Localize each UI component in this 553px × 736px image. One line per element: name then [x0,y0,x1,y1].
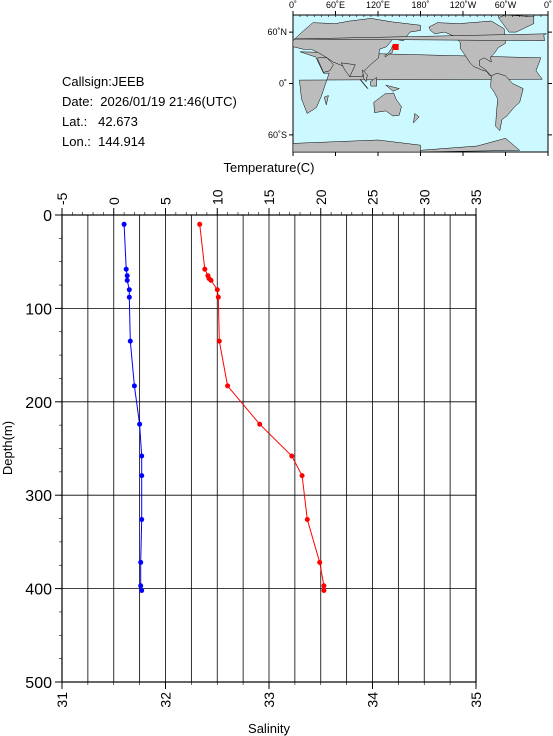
landmass-9 [373,92,402,117]
landmass-17 [323,95,329,105]
map-lat-label: 0˚ [279,79,287,89]
landmass-16 [294,33,547,41]
latitude-text: Lat.: 42.673 [62,114,138,129]
map-tick-labels: 0˚ 60˚E 120˚E 180˚ 120˚W 60˚W 0˚ 60˚N 0˚ 60˚S [267,0,552,140]
map-lon-label: 60˚E [326,0,345,10]
landmass-15 [420,138,521,153]
landmass-2 [317,57,334,73]
map-lat-label: 60˚S [268,130,287,140]
landmass-1 [292,18,421,77]
station-marker-dot [392,43,399,50]
map-landmasses [292,14,547,153]
landmass-6 [369,77,377,87]
landmass-7 [385,84,401,92]
map-lat-label: 60˚N [267,27,287,37]
map-lon-label: 60˚W [495,0,517,10]
map-lon-label: 0˚ [289,0,297,10]
landmass-13 [490,72,524,132]
landmass-5 [360,78,369,89]
landmass-4 [362,69,368,83]
callsign-text: Callsign:JEEB [62,74,145,89]
landmass-3 [340,62,356,78]
date-text: Date: 2026/01/19 21:46(UTC) [62,94,237,109]
landmass-10 [413,113,420,124]
map-lon-label: 120˚E [366,0,390,10]
map-lon-label: 120˚W [450,0,477,10]
map-lon-label: 0˚ [544,0,552,10]
map-lon-label: 180˚ [411,0,429,10]
station-marker [392,43,399,50]
map-ticks [289,11,552,156]
station-info: Callsign:JEEB Date: 2026/01/19 21:46(UTC… [62,72,237,152]
longitude-text: Lon.: 144.914 [62,134,146,149]
